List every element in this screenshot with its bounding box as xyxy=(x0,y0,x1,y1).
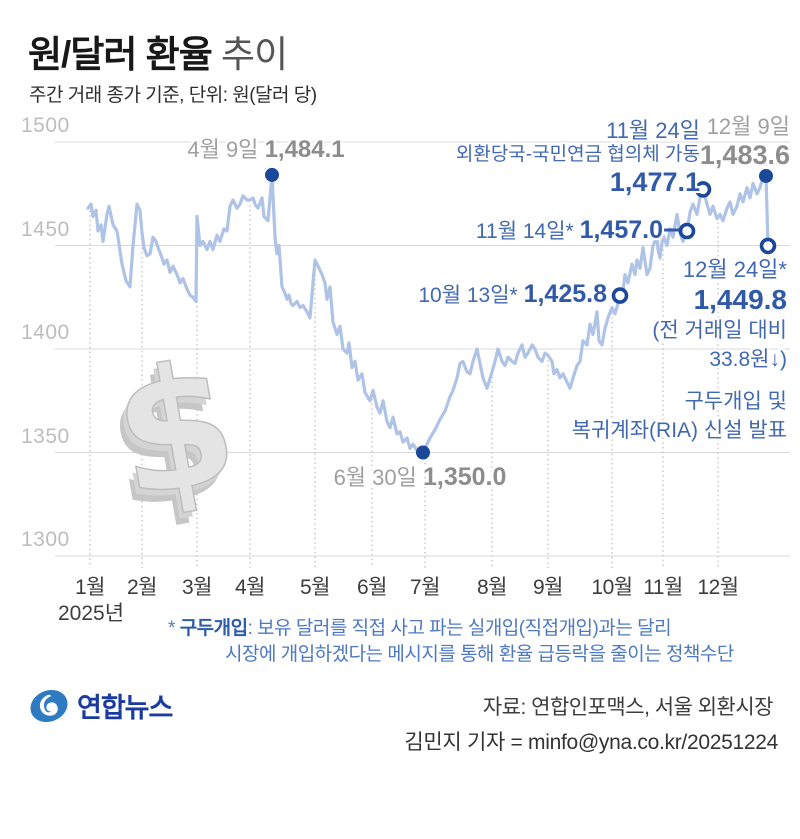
marker-dec24-last xyxy=(759,237,777,255)
annotation-value: 1,449.8 xyxy=(693,284,787,315)
footnote-line1: * 구두개입: 보유 달러를 직접 사고 파는 실개입(직접개입)과는 달리 xyxy=(168,618,672,639)
marker-jun30-low xyxy=(416,445,430,460)
month-label-11월: 11월 xyxy=(643,576,683,599)
y-axis-label-1400: 1400 xyxy=(21,321,70,344)
annotation-nov14: 11월 14일* 1,457.0 xyxy=(476,215,663,245)
footnote-line2: 시장에 개입하겠다는 메시지를 통해 환율 급등락을 줄이는 정책수단 xyxy=(225,644,734,665)
annotation-value: 1,484.1 xyxy=(264,136,345,163)
month-label-3월: 3월 xyxy=(182,576,213,599)
y-axis-label-1450: 1450 xyxy=(21,217,70,241)
marker-nov14 xyxy=(678,222,696,240)
data-source: 자료: 연합인포맥스, 서울 외환시장 xyxy=(482,696,774,719)
annotation-date: 11월 14일* xyxy=(475,220,574,243)
annotation-change-line1: (전 거래일 대비 xyxy=(652,319,787,342)
annotation-date: 12월 24일* xyxy=(682,257,787,282)
month-label-4월: 4월 xyxy=(235,576,266,599)
title-sub: 추이 xyxy=(211,34,288,75)
month-label-8월: 8월 xyxy=(477,576,508,599)
x-axis-year-label: 2025년 xyxy=(57,602,125,625)
month-label-6월: 6월 xyxy=(357,576,388,599)
marker-nov24 xyxy=(694,181,712,198)
annotation-date: 10월 13일* xyxy=(418,284,518,307)
yonhap-logo: 연합뉴스 xyxy=(28,686,173,725)
annotation-nov24-event: 11월 24일 외환당국-국민연금 협의체 가동 1,477.1 xyxy=(456,118,700,198)
footnote: * 구두개입: 보유 달러를 직접 사고 파는 실개입(직접개입)과는 달리 시… xyxy=(168,616,734,668)
marker-dec9-high xyxy=(759,168,773,183)
title-main: 원/달러 환율 xyxy=(28,34,213,75)
month-label-9월: 9월 xyxy=(533,576,564,599)
annotation-date: 12월 9일 xyxy=(706,114,790,139)
annotation-value: 1,350.0 xyxy=(423,463,507,491)
annotation-date: 11월 24일 xyxy=(606,118,700,143)
y-axis-label-1350: 1350 xyxy=(21,424,70,448)
annotation-value: 1,477.1 xyxy=(609,167,700,197)
chart-subtitle: 주간 거래 종가 기준, 단위: 원(달러 당) xyxy=(29,85,317,106)
yonhap-globe-icon xyxy=(30,689,68,722)
y-axis-label-1300: 1300 xyxy=(21,528,70,551)
x-axis-month-labels: 1월 2월 3월 4월 5월 6월 7월 8월 9월 10월 11월 12월 xyxy=(0,571,800,599)
annotation-date: 4월 9일 xyxy=(187,137,259,162)
month-label-1월: 1월 xyxy=(75,576,106,599)
month-label-5월: 5월 xyxy=(300,576,331,599)
annotation-value: 1,425.8 xyxy=(523,280,607,308)
annotation-change-line2: 33.8원↓) xyxy=(709,348,787,371)
annotation-jun30-low: 6월 30일 1,350.0 xyxy=(330,460,510,492)
footnote-term: 구두개입 xyxy=(179,618,248,639)
month-label-10월: 10월 xyxy=(591,576,633,599)
y-axis-label-1500: 1500 xyxy=(21,114,70,137)
marker-apr9-high xyxy=(265,167,279,182)
dollar-watermark: $$$ xyxy=(94,323,251,549)
page-title: 원/달러 환율 추이 xyxy=(28,24,288,78)
month-label-7월: 7월 xyxy=(410,576,441,599)
annotation-date: 6월 30일 xyxy=(333,465,417,490)
annotation-dec9-high: 12월 9일 1,483.6 xyxy=(700,113,790,171)
annotation-value: 1,483.6 xyxy=(699,140,790,170)
annotation-event: 외환당국-국민연금 협의체 가동 xyxy=(455,144,700,165)
marker-oct13 xyxy=(611,287,629,304)
annotation-value: 1,457.0 xyxy=(579,216,663,244)
annotation-apr9-high: 4월 9일 1,484.1 xyxy=(156,132,376,164)
yonhap-wordmark: 연합뉴스 xyxy=(77,693,173,723)
reporter-credit: 김민지 기자 = minfo@yna.co.kr/20251224 xyxy=(404,731,778,754)
annotation-oct13: 10월 13일* 1,425.8 xyxy=(418,279,607,309)
annotation-event-line1: 구두개입 및 xyxy=(684,390,787,413)
annotation-dec24-latest: 12월 24일* 1,449.8 (전 거래일 대비 33.8원↓) 구두개입 … xyxy=(572,255,787,445)
month-label-12월: 12월 xyxy=(697,576,739,599)
annotation-event-line2: 복귀계좌(RIA) 신설 발표 xyxy=(571,419,787,442)
month-label-2월: 2월 xyxy=(127,576,158,599)
